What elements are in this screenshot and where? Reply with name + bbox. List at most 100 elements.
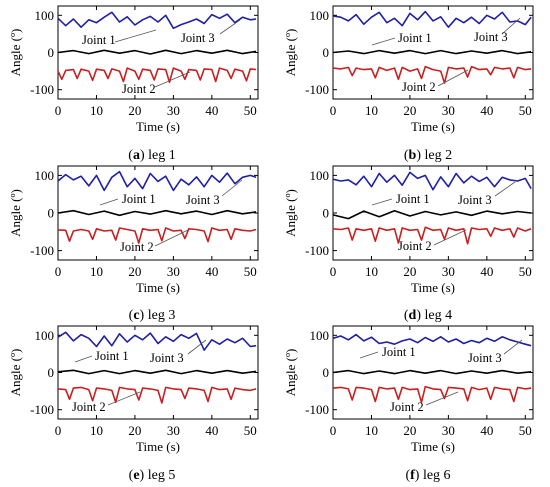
y-tick-label: 0 <box>323 45 330 60</box>
joint2-line <box>57 67 257 84</box>
annotation-leader-line <box>433 229 467 246</box>
caption-text: leg 6 <box>419 468 450 483</box>
y-axis-label: Angle (º) <box>8 29 23 77</box>
x-tick-label: 20 <box>403 103 416 118</box>
annotation-leader-line <box>437 69 469 87</box>
x-axis-label: Time (s) <box>136 119 180 134</box>
y-tick-label: 0 <box>48 365 55 380</box>
annotation-leader-line <box>114 29 157 43</box>
x-tick-label: 10 <box>365 423 378 438</box>
x-tick-label: 50 <box>244 103 257 118</box>
panel-caption: (c) leg 3 <box>129 308 176 323</box>
x-tick-label: 0 <box>330 423 337 438</box>
annotation-label-3: Joint 3 <box>181 31 215 45</box>
x-tick-label: 0 <box>330 103 337 118</box>
x-axis-label: Time (s) <box>411 439 455 454</box>
annotation-label-3: Joint 3 <box>186 193 220 207</box>
y-axis-label: Angle (º) <box>8 189 23 237</box>
x-tick-label: 30 <box>442 423 455 438</box>
joint2-line <box>57 386 257 404</box>
x-tick-label: 10 <box>90 103 103 118</box>
x-tick-label: 20 <box>403 423 416 438</box>
x-tick-label: 10 <box>90 423 103 438</box>
annotation-leader-line <box>425 391 459 406</box>
joint2-line <box>332 226 532 245</box>
annotation-leader-line <box>74 355 93 363</box>
y-tick-label: -100 <box>305 82 329 97</box>
joint1-line <box>332 369 532 375</box>
x-tick-label: 40 <box>205 264 218 279</box>
x-tick-label: 40 <box>205 423 218 438</box>
joint2-line <box>57 227 257 244</box>
joint3-line <box>57 331 257 351</box>
x-tick-label: 30 <box>442 103 455 118</box>
y-tick-label: -100 <box>30 402 54 417</box>
caption-letter: b <box>409 148 417 163</box>
x-axis-label: Time (s) <box>136 280 180 295</box>
joint3-line <box>332 10 532 28</box>
annotation-leader-line <box>99 198 119 206</box>
y-tick-label: 100 <box>35 328 55 343</box>
panel-caption: (f) leg 6 <box>405 468 450 483</box>
x-tick-label: 30 <box>167 423 180 438</box>
y-tick-label: 0 <box>323 365 330 380</box>
x-tick-label: 40 <box>480 103 493 118</box>
y-tick-label: -100 <box>30 243 54 258</box>
annotation-label-3: Joint 3 <box>468 351 502 365</box>
annotation-leader-line <box>219 19 241 35</box>
x-tick-label: 40 <box>205 103 218 118</box>
annotation-leader-line <box>154 71 191 88</box>
y-tick-label: -100 <box>30 82 54 97</box>
annotation-label-2: Joint 2 <box>390 400 424 414</box>
y-axis-label: Angle (º) <box>283 29 298 77</box>
annotation-label-3: Joint 3 <box>150 351 184 365</box>
panel-caption: (e) leg 5 <box>129 468 176 483</box>
x-tick-label: 40 <box>480 264 493 279</box>
x-tick-label: 50 <box>519 264 532 279</box>
x-tick-label: 20 <box>128 264 141 279</box>
caption-letter: e <box>133 468 139 483</box>
annotation-label-1: Joint 1 <box>122 192 156 206</box>
annotation-label-2: Joint 2 <box>72 400 106 414</box>
panel-caption: (b) leg 2 <box>404 148 452 163</box>
annotation-label-3: Joint 3 <box>458 193 492 207</box>
annotation-leader-line <box>359 351 379 359</box>
joint1-line <box>57 49 257 55</box>
x-tick-label: 30 <box>167 264 180 279</box>
panel-caption: (d) leg 4 <box>404 308 452 323</box>
joint3-line <box>332 333 532 347</box>
annotation-label-1: Joint 1 <box>82 33 116 47</box>
x-tick-label: 50 <box>244 264 257 279</box>
y-axis-label: Angle (º) <box>283 349 298 397</box>
annotation-leader-line <box>187 339 207 355</box>
y-tick-label: 100 <box>310 8 330 23</box>
annotation-leader-line <box>371 37 396 46</box>
annotation-label-1: Joint 1 <box>382 345 416 359</box>
annotation-leader-line <box>494 181 516 197</box>
x-tick-label: 50 <box>519 103 532 118</box>
caption-text: leg 1 <box>145 148 176 163</box>
joint1-line <box>57 369 257 375</box>
y-axis-label: Angle (º) <box>283 189 298 237</box>
x-tick-label: 20 <box>403 264 416 279</box>
y-tick-label: 0 <box>48 45 55 60</box>
x-tick-label: 0 <box>330 264 337 279</box>
x-tick-label: 30 <box>167 103 180 118</box>
caption-letter: c <box>133 308 139 323</box>
x-tick-label: 40 <box>480 423 493 438</box>
annotation-leader-line <box>371 198 393 206</box>
joint2-line <box>332 385 532 404</box>
y-tick-label: 100 <box>35 8 55 23</box>
joint3-line <box>57 11 257 30</box>
annotation-label-1: Joint 1 <box>398 31 432 45</box>
annotation-label-3: Joint 3 <box>474 30 508 44</box>
x-tick-label: 20 <box>128 103 141 118</box>
x-tick-label: 50 <box>244 423 257 438</box>
annotation-label-2: Joint 2 <box>402 80 436 94</box>
annotation-label-2: Joint 2 <box>122 82 156 96</box>
caption-text: leg 4 <box>421 308 452 323</box>
